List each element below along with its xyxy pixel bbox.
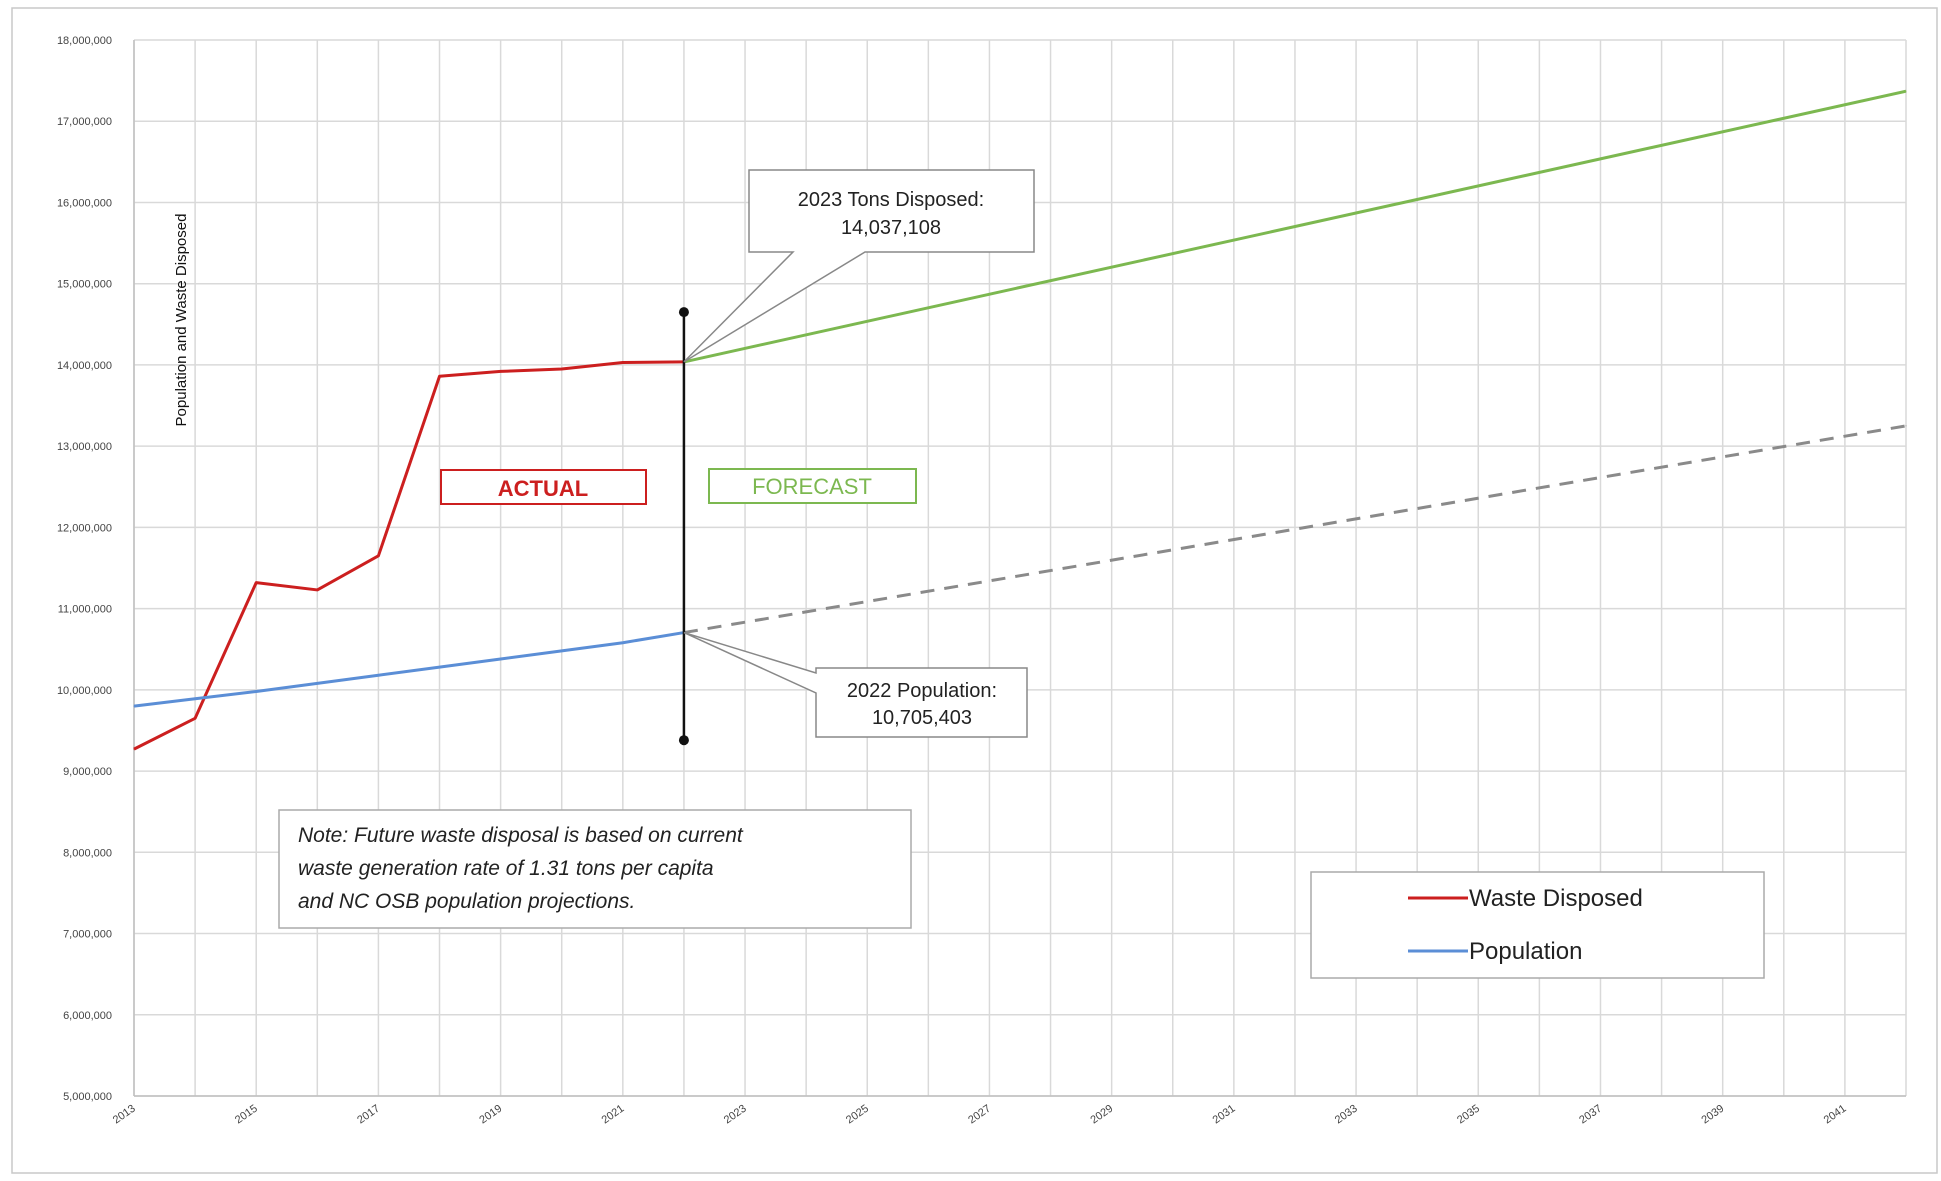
y-tick-label: 6,000,000 <box>63 1010 112 1022</box>
population-callout: 2022 Population: 10,705,403 <box>683 631 1028 738</box>
legend-frame <box>1310 871 1765 979</box>
note-line-3: and NC OSB population projections. <box>298 890 635 913</box>
data-point <box>316 682 318 684</box>
data-point <box>377 555 379 557</box>
divider-cap-bottom <box>678 735 689 746</box>
tons-disposed-callout-box <box>683 169 1035 363</box>
data-point <box>377 674 379 676</box>
data-point <box>500 370 502 372</box>
series-line-0 <box>133 360 684 751</box>
data-point <box>439 375 441 377</box>
y-tick-label: 18,000,000 <box>57 35 112 47</box>
series-lines <box>133 89 1907 751</box>
data-point <box>255 690 257 692</box>
data-point <box>622 642 624 644</box>
y-axis-ticks: 5,000,000 6,000,000 7,000,000 8,000,000 9,00… <box>57 35 112 1103</box>
legend: Waste Disposed Population <box>1310 871 1765 979</box>
y-tick-label: 13,000,000 <box>57 441 112 453</box>
actual-label: ACTUAL <box>498 476 588 501</box>
series-line-2 <box>683 89 1907 364</box>
data-point <box>561 368 563 370</box>
data-point <box>194 717 196 719</box>
forecast-label: FORECAST <box>752 474 872 499</box>
data-point <box>133 705 135 707</box>
data-point <box>1905 90 1907 92</box>
series-line-1 <box>133 631 685 708</box>
y-tick-label: 15,000,000 <box>57 279 112 291</box>
data-point <box>133 748 135 750</box>
actual-forecast-divider <box>678 307 689 746</box>
data-point <box>316 589 318 591</box>
legend-label-population: Population <box>1469 938 1582 965</box>
series-line-3 <box>683 424 1907 635</box>
population-callout-title: 2022 Population: <box>847 680 997 702</box>
divider-cap-top <box>678 307 689 318</box>
legend-label-waste-disposed: Waste Disposed <box>1469 885 1643 912</box>
data-point <box>561 650 563 652</box>
y-tick-label: 5,000,000 <box>63 1091 112 1103</box>
population-callout-box <box>683 631 1028 738</box>
tons-disposed-callout-title: 2023 Tons Disposed: <box>798 189 984 211</box>
forecast-label-box <box>708 468 917 504</box>
note-line-1: Note: Future waste disposal is based on … <box>298 824 744 847</box>
y-tick-label: 10,000,000 <box>57 685 112 697</box>
note-box: Note: Future waste disposal is based on … <box>278 809 912 929</box>
data-point <box>1905 425 1907 427</box>
actual-label-box <box>440 469 647 505</box>
axes <box>133 40 1906 1097</box>
data-point <box>622 361 624 363</box>
y-tick-label: 7,000,000 <box>63 929 112 941</box>
y-tick-label: 9,000,000 <box>63 766 112 778</box>
y-axis-title: Population and Waste Disposed <box>173 214 190 427</box>
population-callout-value: 10,705,403 <box>872 707 972 729</box>
y-tick-label: 14,000,000 <box>57 360 112 372</box>
note-box-frame <box>278 809 912 929</box>
y-tick-label: 12,000,000 <box>57 522 112 534</box>
y-tick-label: 16,000,000 <box>57 197 112 209</box>
data-point <box>500 658 502 660</box>
tons-disposed-callout: 2023 Tons Disposed: 14,037,108 <box>683 169 1035 363</box>
note-line-2: waste generation rate of 1.31 tons per c… <box>298 857 714 880</box>
data-point <box>255 582 257 584</box>
data-point <box>194 698 196 700</box>
data-point <box>439 666 441 668</box>
y-tick-label: 11,000,000 <box>58 604 112 616</box>
y-tick-label: 17,000,000 <box>57 116 112 128</box>
y-tick-label: 8,000,000 <box>63 847 112 859</box>
tons-disposed-callout-value: 14,037,108 <box>841 217 941 239</box>
